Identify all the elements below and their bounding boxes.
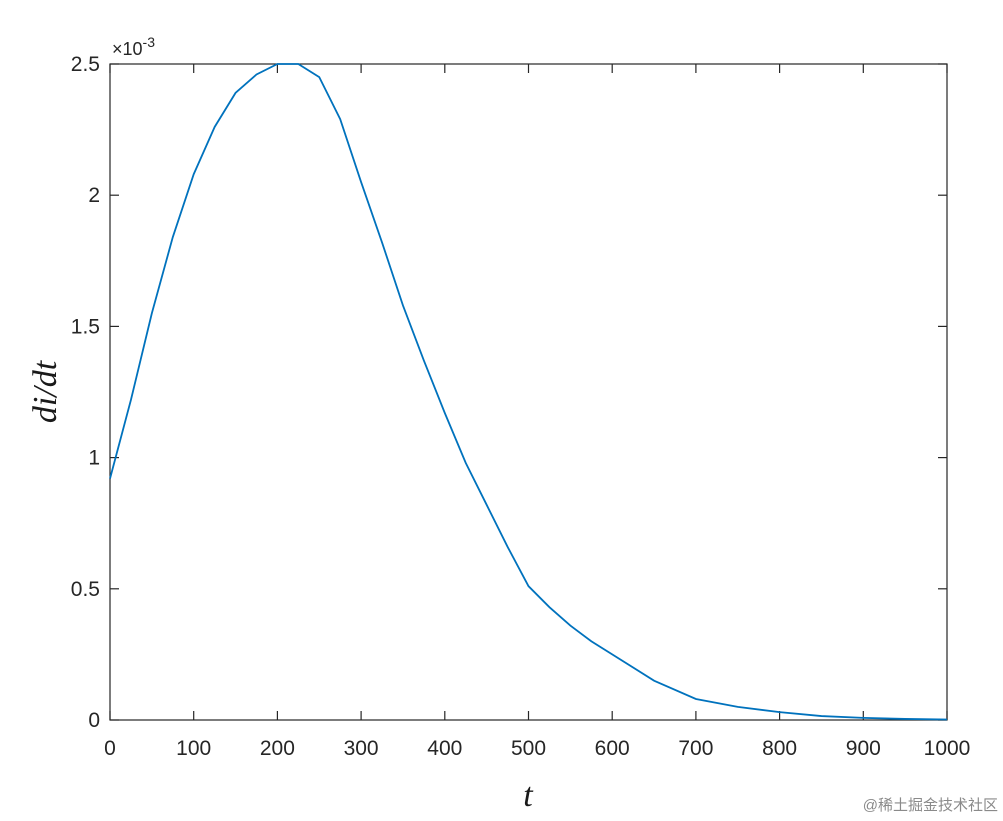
y-tick-label: 0 bbox=[88, 709, 100, 732]
plot-frame bbox=[109, 63, 948, 721]
x-tick-label: 700 bbox=[678, 737, 713, 760]
x-tick-label: 0 bbox=[104, 737, 116, 760]
y-axis-label: di/dt bbox=[27, 359, 64, 423]
y-tick-label: 0.5 bbox=[71, 578, 100, 601]
y-multiplier-base: ×10 bbox=[112, 39, 143, 59]
y-tick-label: 2.5 bbox=[71, 53, 100, 76]
x-tick-label: 400 bbox=[427, 737, 462, 760]
x-tick-label: 300 bbox=[344, 737, 379, 760]
y-tick-label: 2 bbox=[88, 184, 100, 207]
line bbox=[109, 63, 948, 721]
x-tick-label: 500 bbox=[511, 737, 546, 760]
x-tick-label: 200 bbox=[260, 737, 295, 760]
y-multiplier-exp: -3 bbox=[143, 34, 156, 50]
y-multiplier: ×10-3 bbox=[112, 34, 155, 59]
x-tick-label: 1000 bbox=[924, 737, 971, 760]
x-tick-label: 100 bbox=[176, 737, 211, 760]
x-tick-label: 600 bbox=[595, 737, 630, 760]
y-tick-label: 1 bbox=[88, 447, 100, 470]
x-tick-label: 800 bbox=[762, 737, 797, 760]
y-tick-label: 1.5 bbox=[71, 315, 100, 338]
x-tick-label: 900 bbox=[846, 737, 881, 760]
x-axis-label: t bbox=[523, 777, 534, 814]
watermark: @稀土掘金技术社区 bbox=[863, 797, 998, 814]
